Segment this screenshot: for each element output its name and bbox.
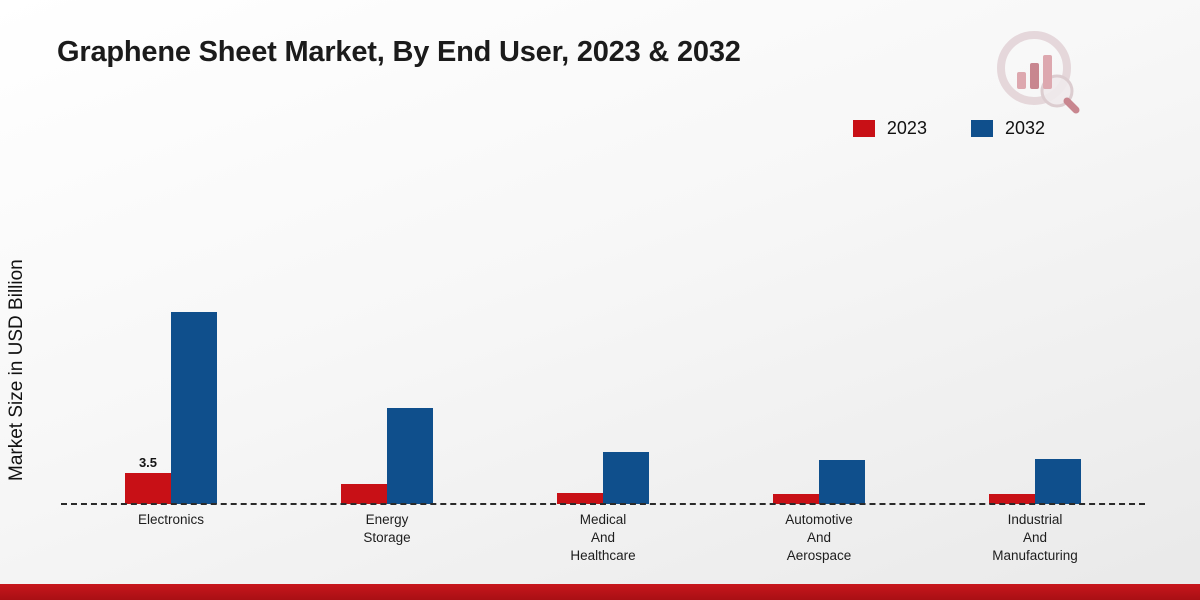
bar-column-2032-medical-and-healthcare: [603, 434, 649, 504]
legend-swatch-2023: [852, 120, 875, 137]
bar-column-2023-medical-and-healthcare: [557, 475, 603, 504]
bar-group-industrial-and-manufacturing: [927, 0, 1143, 504]
bars-electronics: 3.5: [125, 294, 217, 504]
legend-label-2023: 2023: [886, 118, 927, 138]
bar-column-2023-industrial-and-manufacturing: [989, 476, 1035, 504]
bar-2032-automotive-and-aerospace: [819, 459, 865, 504]
bar-2032-electronics: [171, 311, 217, 504]
legend-item-2032: 2032: [970, 118, 1045, 139]
bar-2023-energy-storage: [341, 483, 387, 504]
legend-item-2023: 2023: [852, 118, 927, 139]
y-axis-label: Market Size in USD Billion: [6, 259, 27, 481]
bars-energy-storage: [341, 390, 433, 504]
plot-area: 3.5 Electronics Energy Storage Medical And…: [61, 0, 1145, 563]
footer-red-band: [0, 584, 1200, 600]
bar-column-2023-electronics: 3.5: [125, 455, 171, 504]
bars-medical-and-healthcare: [557, 434, 649, 504]
brand-logo-icon: [994, 28, 1082, 121]
x-axis-baseline: [61, 503, 1145, 505]
bar-2032-industrial-and-manufacturing: [1035, 458, 1081, 504]
bar-groups: 3.5: [63, 0, 1143, 504]
bar-2023-medical-and-healthcare: [557, 492, 603, 504]
logo-graphic: [997, 31, 1080, 114]
legend: 2023 2032: [852, 118, 1045, 139]
bar-column-2023-automotive-and-aerospace: [773, 476, 819, 504]
category-label-industrial-and-manufacturing: Industrial And Manufacturing: [992, 512, 1078, 564]
bars-industrial-and-manufacturing: [989, 441, 1081, 504]
bar-2032-medical-and-healthcare: [603, 451, 649, 504]
bar-column-2032-energy-storage: [387, 390, 433, 504]
value-label-2023-electronics: 3.5: [138, 455, 158, 471]
bar-column-2032-automotive-and-aerospace: [819, 442, 865, 504]
category-label-energy-storage: Energy Storage: [363, 512, 411, 546]
bars-automotive-and-aerospace: [773, 442, 865, 504]
bar-group-medical-and-healthcare: [495, 0, 711, 504]
category-label-automotive-and-aerospace: Automotive And Aerospace: [785, 512, 853, 564]
bar-2023-electronics: [125, 473, 171, 504]
bar-column-2032-electronics: [171, 294, 217, 504]
bar-group-energy-storage: [279, 0, 495, 504]
bar-group-electronics: 3.5: [63, 0, 279, 504]
chart-title: Graphene Sheet Market, By End User, 2023…: [57, 36, 741, 68]
bar-group-automotive-and-aerospace: [711, 0, 927, 504]
legend-swatch-2032: [970, 120, 993, 137]
category-labels: Electronics Energy Storage Medical And Hea…: [63, 511, 1143, 566]
bar-2023-automotive-and-aerospace: [773, 493, 819, 504]
bar-column-2032-industrial-and-manufacturing: [1035, 441, 1081, 504]
legend-label-2032: 2032: [1004, 118, 1045, 138]
category-label-medical-and-healthcare: Medical And Healthcare: [570, 512, 636, 564]
bar-column-2023-energy-storage: [341, 466, 387, 504]
bar-2032-energy-storage: [387, 408, 433, 504]
bar-2023-industrial-and-manufacturing: [989, 494, 1035, 504]
category-label-electronics: Electronics: [137, 512, 205, 527]
